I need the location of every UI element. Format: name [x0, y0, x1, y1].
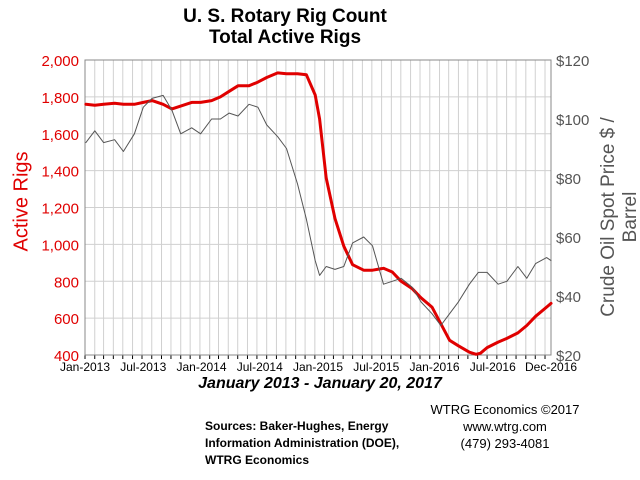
- y-tick-label-right: $120: [556, 53, 589, 70]
- y-tick-label-right: $100: [556, 112, 589, 129]
- y-tick-label-left: 400: [54, 348, 79, 365]
- credit-line-1: WTRG Economics ©2017: [430, 402, 580, 417]
- y-tick-label-left: 1,000: [41, 237, 79, 254]
- sources-line-3: WTRG Economics: [205, 453, 310, 467]
- x-tick-label: Jan-2015: [293, 360, 343, 374]
- y-axis-left-label: Active Rigs: [10, 151, 33, 252]
- period-label: January 2013 - January 20, 2017: [198, 375, 442, 392]
- rig-count-line: [84, 71, 553, 356]
- x-tick-label: Jul-2016: [470, 360, 516, 374]
- credit-line-3: (479) 293-4081: [460, 436, 550, 451]
- y-tick-label-left: 1,200: [41, 201, 79, 218]
- credit-line-2: www.wtrg.com: [463, 419, 547, 434]
- chart-title: U. S. Rotary Rig Count: [183, 6, 387, 27]
- y-tick-label-left: 2,000: [41, 53, 79, 70]
- y-tick-label-right: $40: [556, 289, 581, 306]
- x-tick-label: Jul-2013: [120, 360, 166, 374]
- y-tick-label-left: 600: [54, 311, 79, 328]
- y-tick-label-left: 1,400: [41, 164, 79, 181]
- y-tick-label-right: $20: [556, 348, 581, 365]
- oil-price-line: [85, 94, 552, 326]
- y-tick-label-right: $60: [556, 230, 581, 247]
- sources-line-1: Sources: Baker-Hughes, Energy: [205, 419, 389, 433]
- x-tick-label: Dec-2016: [525, 360, 577, 374]
- plot-frame: [84, 59, 552, 356]
- y-tick-label-left: 1,800: [41, 90, 79, 107]
- y-tick-label-left: 1,600: [41, 127, 79, 144]
- sources-line-2: Information Administration (DOE),: [205, 436, 400, 450]
- chart-subtitle: Total Active Rigs: [208, 27, 362, 48]
- y-tick-label-left: 800: [54, 274, 79, 291]
- y-axis-right-label: Crude Oil Spot Price $ / Barrel: [598, 117, 640, 317]
- y-tick-label-right: $80: [556, 171, 581, 188]
- x-tick-label: Jul-2015: [353, 360, 399, 374]
- x-tick-label: Jul-2014: [237, 360, 283, 374]
- x-tick-label: Jan-2013: [60, 360, 110, 374]
- x-tick-label: Jan-2016: [409, 360, 459, 374]
- x-tick-label: Jan-2014: [176, 360, 226, 374]
